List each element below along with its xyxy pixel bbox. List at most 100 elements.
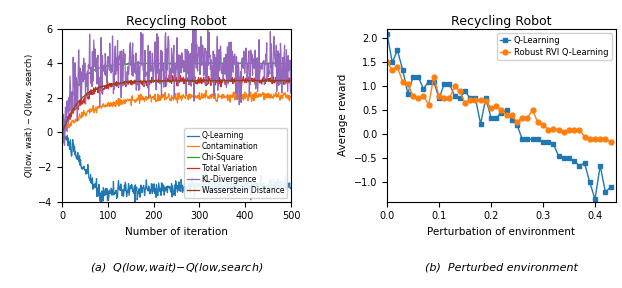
- Q-Learning: [195, 185, 202, 188]
- Robust RVI Q-Learning: [487, 106, 494, 110]
- Title: Recycling Robot: Recycling Robot: [451, 15, 552, 28]
- Total Variation: [287, 83, 294, 86]
- Robust RVI Q-Learning: [471, 98, 479, 102]
- Q-Learning: [451, 94, 458, 98]
- KL-Divergence: [191, 24, 198, 27]
- Q-Learning: [487, 116, 494, 119]
- Robust RVI Q-Learning: [503, 113, 510, 117]
- Robust RVI Q-Learning: [414, 97, 422, 100]
- Robust RVI Q-Learning: [555, 128, 562, 131]
- Wasserstein Distance: [58, 131, 66, 134]
- Q-Learning: [544, 140, 552, 143]
- Wasserstein Distance: [246, 79, 254, 83]
- KL-Divergence: [61, 143, 68, 147]
- KL-Divergence: [282, 77, 290, 80]
- Q-Learning: [131, 201, 139, 205]
- Q-Learning: [58, 125, 66, 128]
- Q-Learning: [498, 111, 505, 115]
- Total Variation: [282, 79, 290, 82]
- Wasserstein Distance: [169, 79, 176, 83]
- Robust RVI Q-Learning: [430, 75, 437, 79]
- Robust RVI Q-Learning: [446, 97, 453, 100]
- Q-Learning: [555, 154, 562, 158]
- Q-Learning: [399, 68, 406, 71]
- Q-Learning: [440, 82, 448, 86]
- Robust RVI Q-Learning: [477, 98, 485, 102]
- Q-Learning: [425, 80, 432, 83]
- Line: Q-Learning: Q-Learning: [384, 31, 613, 202]
- Y-axis label: Average reward: Average reward: [338, 74, 348, 156]
- Robust RVI Q-Learning: [529, 109, 536, 112]
- Robust RVI Q-Learning: [544, 128, 552, 131]
- Title: Recycling Robot: Recycling Robot: [126, 15, 227, 28]
- Contamination: [202, 89, 210, 92]
- Chi-Square: [169, 62, 176, 65]
- Line: Wasserstein Distance: Wasserstein Distance: [62, 80, 290, 132]
- Q-Learning: [383, 32, 391, 35]
- Contamination: [195, 97, 202, 101]
- Robust RVI Q-Learning: [420, 94, 427, 98]
- Robust RVI Q-Learning: [570, 128, 578, 131]
- Q-Learning: [456, 97, 463, 100]
- Q-Learning: [466, 97, 474, 100]
- Robust RVI Q-Learning: [601, 137, 609, 141]
- Q-Learning: [550, 142, 557, 146]
- Q-Learning: [513, 123, 521, 126]
- Q-Learning: [477, 122, 485, 126]
- Q-Learning: [575, 164, 583, 167]
- Q-Learning: [592, 198, 599, 201]
- Robust RVI Q-Learning: [565, 128, 573, 131]
- Robust RVI Q-Learning: [539, 123, 547, 126]
- Line: Contamination: Contamination: [62, 90, 290, 135]
- Chi-Square: [167, 61, 174, 65]
- KL-Divergence: [246, 83, 254, 86]
- Q-Learning: [435, 97, 443, 100]
- Robust RVI Q-Learning: [409, 94, 417, 98]
- Total Variation: [246, 80, 254, 84]
- Q-Learning: [508, 118, 516, 122]
- Q-Learning: [539, 140, 547, 143]
- Robust RVI Q-Learning: [383, 61, 391, 64]
- Q-Learning: [581, 162, 588, 165]
- Total Variation: [60, 131, 67, 135]
- Contamination: [182, 92, 190, 96]
- Robust RVI Q-Learning: [435, 94, 443, 98]
- Q-Learning: [389, 61, 396, 64]
- Y-axis label: $Q$(low, wait) $-$ $Q$(low, search): $Q$(low, wait) $-$ $Q$(low, search): [24, 53, 35, 178]
- Robust RVI Q-Learning: [607, 140, 615, 143]
- Contamination: [246, 90, 254, 94]
- Q-Learning: [493, 116, 500, 119]
- Robust RVI Q-Learning: [389, 68, 396, 71]
- KL-Divergence: [287, 91, 294, 95]
- Q-Learning: [169, 184, 176, 187]
- Contamination: [282, 96, 290, 100]
- Q-Learning: [607, 185, 615, 189]
- Legend: Q-Learning, Robust RVI Q-Learning: Q-Learning, Robust RVI Q-Learning: [497, 33, 611, 60]
- Robust RVI Q-Learning: [513, 121, 521, 124]
- Wasserstein Distance: [282, 79, 289, 82]
- Contamination: [287, 94, 294, 98]
- Robust RVI Q-Learning: [596, 137, 604, 141]
- Robust RVI Q-Learning: [524, 116, 531, 119]
- Q-Learning: [446, 82, 453, 86]
- Robust RVI Q-Learning: [493, 104, 500, 107]
- Q-Learning: [167, 190, 175, 193]
- Q-Learning: [482, 97, 490, 100]
- Contamination: [58, 127, 66, 131]
- Wasserstein Distance: [167, 79, 174, 82]
- Q-Learning: [596, 164, 604, 167]
- Chi-Square: [282, 62, 289, 65]
- Robust RVI Q-Learning: [404, 82, 412, 86]
- Robust RVI Q-Learning: [456, 90, 463, 93]
- KL-Divergence: [182, 92, 190, 95]
- Line: KL-Divergence: KL-Divergence: [62, 25, 290, 145]
- Q-Learning: [394, 49, 401, 52]
- Total Variation: [58, 127, 66, 130]
- Text: (a)  $Q$(low,wait)$-Q$(low,search): (a) $Q$(low,wait)$-Q$(low,search): [90, 261, 263, 274]
- Robust RVI Q-Learning: [462, 101, 469, 105]
- KL-Divergence: [195, 45, 203, 49]
- Line: Chi-Square: Chi-Square: [62, 62, 290, 132]
- KL-Divergence: [58, 130, 66, 133]
- Chi-Square: [194, 62, 202, 65]
- Q-Learning: [246, 185, 254, 188]
